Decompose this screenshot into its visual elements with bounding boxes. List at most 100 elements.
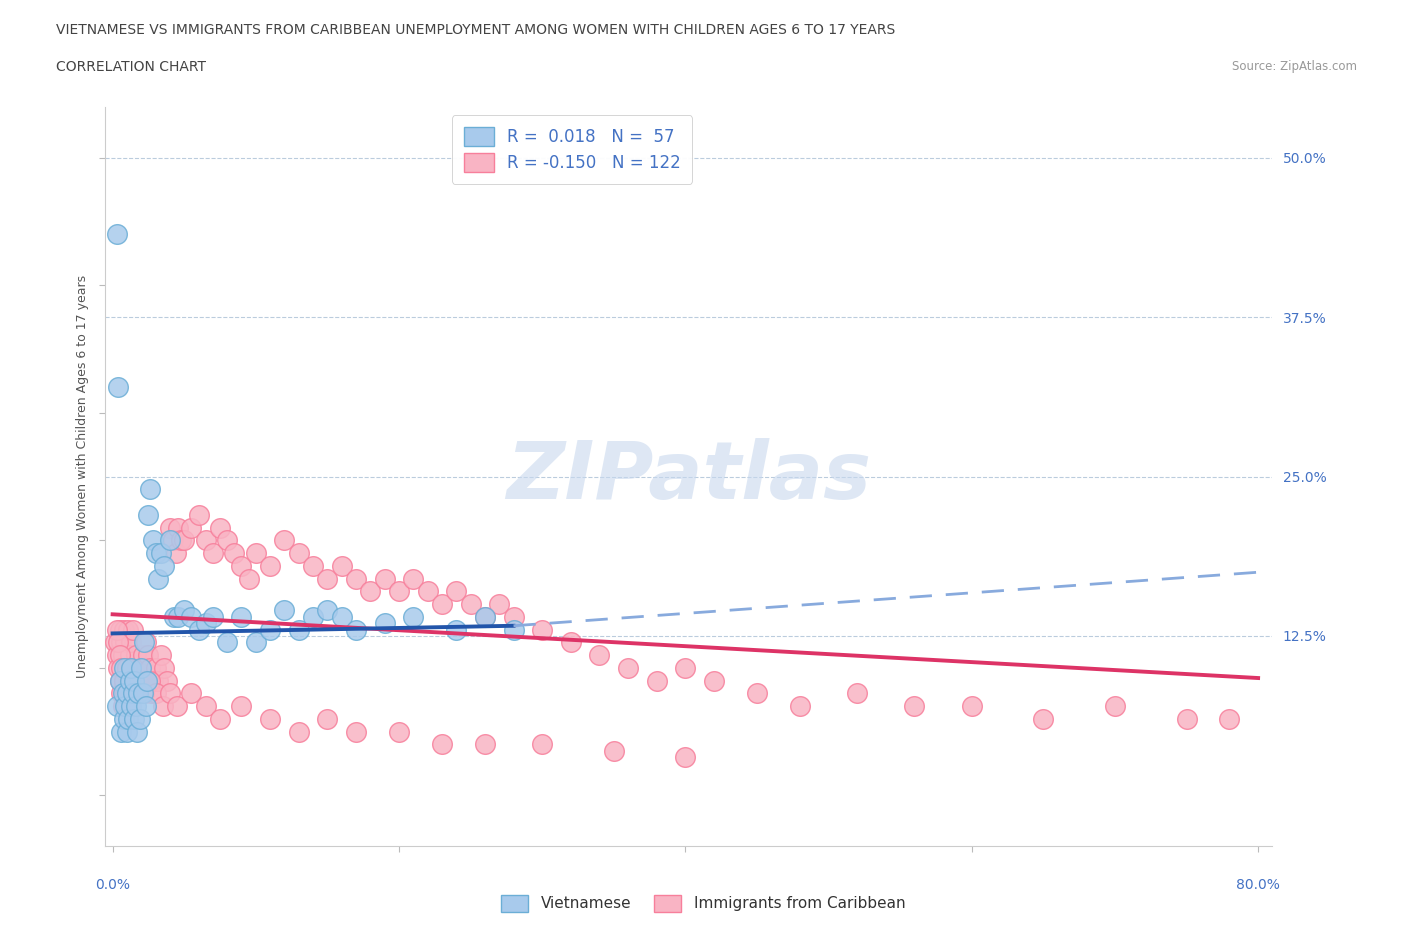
Point — [673, 750, 696, 764]
Point — [194, 533, 217, 548]
Point — [344, 622, 367, 637]
Point — [1175, 711, 1198, 726]
Point — [231, 698, 253, 713]
Point — [105, 622, 128, 637]
Point — [124, 698, 146, 713]
Point — [122, 686, 145, 701]
Point — [128, 660, 150, 675]
Legend: R =  0.018   N =  57, R = -0.150   N = 122: R = 0.018 N = 57, R = -0.150 N = 122 — [453, 115, 692, 184]
Point — [1032, 711, 1054, 726]
Point — [388, 584, 411, 599]
Point — [114, 698, 136, 713]
Point — [560, 635, 582, 650]
Point — [112, 711, 135, 726]
Point — [111, 686, 134, 701]
Point — [141, 686, 163, 701]
Point — [502, 622, 524, 637]
Point — [344, 724, 367, 739]
Point — [120, 698, 142, 713]
Point — [316, 571, 339, 586]
Point — [112, 673, 135, 688]
Point — [156, 673, 179, 688]
Point — [120, 635, 142, 650]
Point — [115, 660, 138, 675]
Point — [138, 508, 160, 523]
Point — [374, 616, 396, 631]
Point — [114, 686, 136, 701]
Point — [173, 603, 195, 618]
Point — [122, 686, 145, 701]
Point — [330, 609, 353, 624]
Point — [245, 635, 267, 650]
Point — [104, 635, 127, 650]
Point — [673, 660, 696, 675]
Point — [402, 609, 425, 624]
Point — [603, 743, 626, 758]
Point — [789, 698, 811, 713]
Point — [208, 711, 231, 726]
Point — [108, 622, 131, 637]
Point — [703, 673, 725, 688]
Point — [165, 546, 187, 561]
Point — [416, 584, 439, 599]
Point — [131, 647, 153, 662]
Point — [430, 737, 453, 751]
Point — [139, 482, 162, 497]
Point — [208, 520, 231, 535]
Point — [163, 609, 186, 624]
Point — [132, 686, 155, 701]
Point — [118, 673, 141, 688]
Point — [316, 711, 339, 726]
Point — [645, 673, 668, 688]
Point — [107, 635, 129, 650]
Point — [124, 647, 146, 662]
Point — [110, 724, 132, 739]
Point — [132, 660, 155, 675]
Point — [224, 546, 246, 561]
Point — [359, 584, 381, 599]
Point — [145, 546, 167, 561]
Point — [145, 686, 167, 701]
Point — [903, 698, 925, 713]
Point — [231, 558, 253, 573]
Point — [588, 647, 610, 662]
Point — [430, 597, 453, 612]
Point — [531, 737, 554, 751]
Point — [136, 673, 159, 688]
Point — [127, 686, 149, 701]
Point — [1104, 698, 1126, 713]
Point — [120, 660, 142, 675]
Point — [112, 622, 135, 637]
Point — [502, 609, 524, 624]
Point — [129, 660, 152, 675]
Point — [330, 558, 353, 573]
Point — [388, 724, 411, 739]
Text: 0.0%: 0.0% — [96, 878, 131, 892]
Point — [287, 546, 309, 561]
Point — [259, 558, 281, 573]
Point — [145, 660, 167, 675]
Point — [110, 635, 132, 650]
Point — [159, 533, 181, 548]
Point — [131, 686, 153, 701]
Text: 80.0%: 80.0% — [1236, 878, 1279, 892]
Point — [474, 609, 496, 624]
Point — [194, 616, 217, 631]
Point — [110, 660, 132, 675]
Point — [121, 622, 143, 637]
Point — [217, 533, 239, 548]
Point — [135, 635, 157, 650]
Point — [127, 673, 149, 688]
Point — [115, 724, 138, 739]
Text: Source: ZipAtlas.com: Source: ZipAtlas.com — [1232, 60, 1357, 73]
Point — [167, 609, 190, 624]
Point — [115, 686, 138, 701]
Point — [150, 546, 173, 561]
Point — [180, 686, 202, 701]
Point — [402, 571, 425, 586]
Point — [107, 380, 129, 395]
Point — [125, 724, 148, 739]
Point — [259, 622, 281, 637]
Point — [118, 686, 141, 701]
Point — [105, 647, 128, 662]
